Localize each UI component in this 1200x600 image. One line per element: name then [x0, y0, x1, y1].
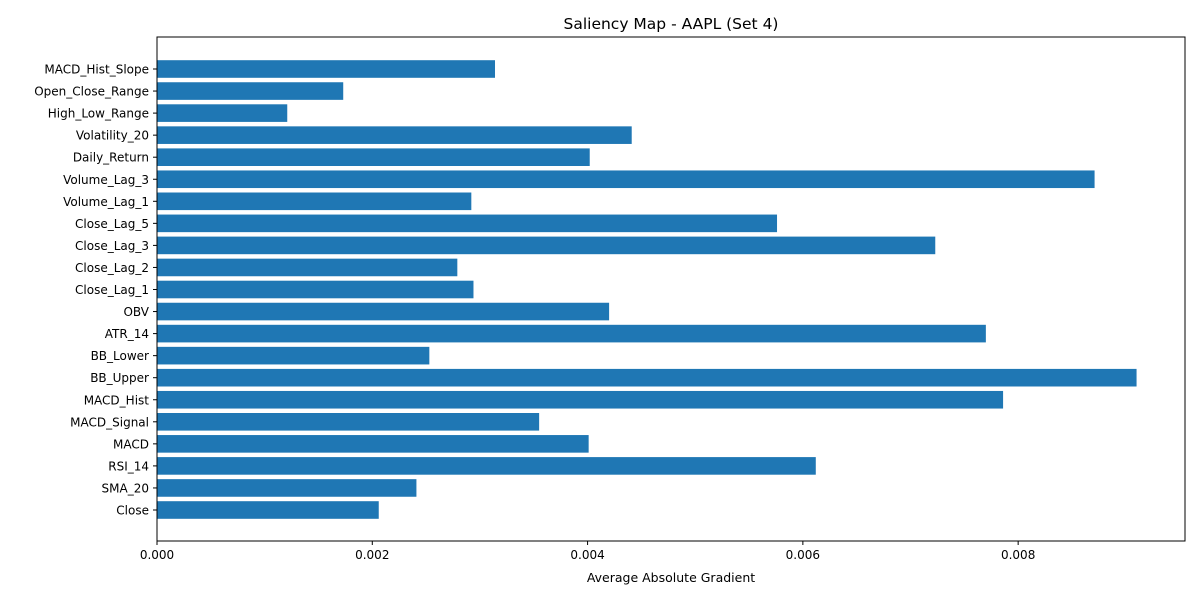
y-tick-label: MACD_Hist_Slope — [44, 63, 149, 77]
bar-sma-20 — [157, 479, 417, 497]
y-tick-label: MACD_Hist — [84, 393, 150, 407]
x-tick-label: 0.002 — [355, 548, 389, 562]
x-axis-label: Average Absolute Gradient — [587, 570, 755, 585]
bar-volatility-20 — [157, 126, 632, 144]
y-tick-label: Daily_Return — [73, 151, 149, 165]
bar-close-lag-5 — [157, 214, 778, 233]
y-tick-label: ATR_14 — [105, 327, 149, 341]
x-tick-labels: 0.000 0.002 0.004 0.006 0.008 — [140, 541, 1035, 562]
y-tick-label: Close — [116, 504, 149, 518]
x-tick-label: 0.008 — [1001, 548, 1035, 562]
bar-volume-lag-1 — [157, 192, 472, 211]
y-tick-label: High_Low_Range — [48, 107, 149, 121]
bars-group — [157, 60, 1137, 519]
bar-macd — [157, 435, 589, 453]
bar-open-close-range — [157, 82, 344, 100]
bar-volume-lag-3 — [157, 170, 1095, 189]
bar-obv — [157, 302, 610, 321]
y-tick-label: Close_Lag_3 — [75, 239, 149, 253]
y-tick-label: Volume_Lag_1 — [63, 195, 149, 209]
bar-close — [157, 501, 379, 519]
bar-high-low-range — [157, 104, 288, 122]
y-tick-label: RSI_14 — [108, 459, 149, 473]
bar-macd-hist — [157, 390, 1004, 409]
bar-macd-hist-slope — [157, 60, 496, 78]
bar-macd-signal — [157, 413, 540, 431]
y-tick-label: Close_Lag_5 — [75, 217, 149, 231]
y-tick-label: MACD — [113, 437, 149, 451]
bar-bb-upper — [157, 368, 1137, 387]
y-tick-label: BB_Lower — [91, 349, 149, 363]
y-tick-label: SMA_20 — [102, 481, 149, 495]
bar-atr-14 — [157, 324, 986, 343]
y-tick-label: BB_Upper — [90, 371, 149, 385]
y-tick-label: Volatility_20 — [76, 129, 149, 143]
bar-bb-lower — [157, 346, 430, 365]
bar-daily-return — [157, 148, 590, 166]
y-tick-label: Close_Lag_2 — [75, 261, 149, 275]
bar-close-lag-1 — [157, 280, 474, 299]
y-tick-label: Open_Close_Range — [34, 85, 149, 99]
x-tick-label: 0.000 — [140, 548, 174, 562]
bar-close-lag-3 — [157, 236, 936, 255]
y-tick-label: OBV — [123, 305, 149, 319]
bar-close-lag-2 — [157, 258, 458, 277]
plot-frame — [156, 36, 1186, 542]
x-tick-label: 0.006 — [786, 548, 820, 562]
y-tick-label: MACD_Signal — [70, 415, 149, 429]
x-tick-label: 0.004 — [570, 548, 604, 562]
y-tick-labels: Close SMA_20 RSI_14 MACD MACD_Signal MACD_His… — [34, 63, 157, 518]
y-tick-label: Close_Lag_1 — [75, 283, 149, 297]
y-tick-label: Volume_Lag_3 — [63, 173, 149, 187]
chart-title: Saliency Map - AAPL (Set 4) — [564, 15, 779, 33]
bar-rsi-14 — [157, 457, 816, 475]
